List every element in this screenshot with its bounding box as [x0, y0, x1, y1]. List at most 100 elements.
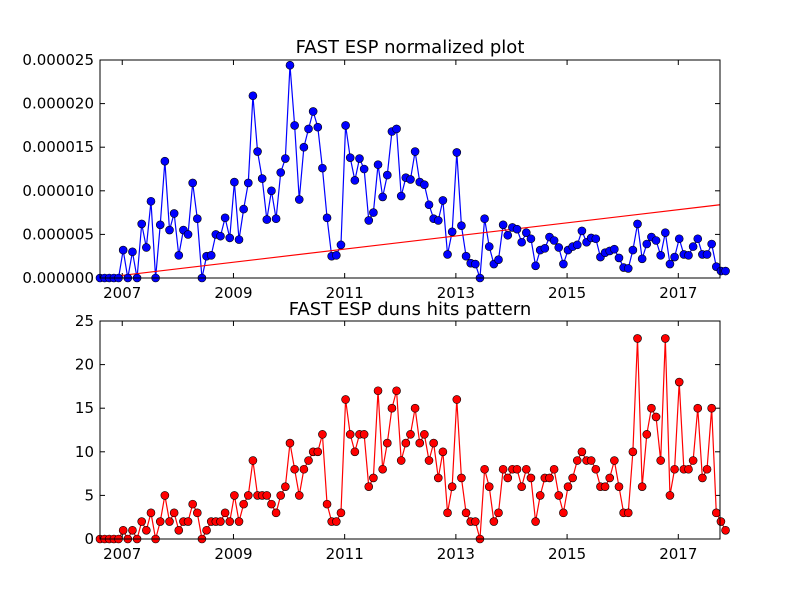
normalized-plot-data-point [484, 242, 494, 251]
duns-hits-data-point [503, 473, 513, 483]
normalized-plot-data-point [142, 243, 151, 252]
duns-hits-data-point [633, 334, 642, 343]
duns-hits-data-point [350, 447, 360, 457]
normalized-plot-data-point [549, 236, 559, 245]
normalized-plot-lines [99, 65, 726, 279]
duns-hits-ytick-label: 0 [84, 530, 94, 548]
normalized-plot-data-point [257, 174, 267, 183]
duns-hits-data-point [299, 464, 309, 474]
duns-hits-data-point [169, 508, 179, 518]
duns-hits-data-point [498, 464, 508, 474]
normalized-plot-data-point [378, 192, 387, 202]
duns-hits-data-point [461, 508, 471, 518]
duns-hits-data-point [656, 456, 665, 465]
duns-hits-data-point [373, 386, 383, 396]
normalized-plot-data-point [118, 245, 128, 255]
normalized-plot-ytick-label: 0.000000 [22, 269, 94, 287]
normalized-plot-data-point [281, 154, 290, 163]
duns-hits-data-point [230, 491, 239, 500]
duns-hits-data-point [336, 508, 346, 518]
duns-hits-ytick-label: 15 [75, 399, 94, 417]
duns-hits-data-point [610, 456, 619, 465]
duns-hits-data-point [165, 517, 174, 526]
normalized-plot-data-point [294, 195, 304, 204]
normalized-plot-data-point [243, 178, 253, 188]
normalized-plot-data-point [443, 250, 452, 259]
normalized-plot-data-point [271, 214, 281, 223]
normalized-plot-data-point [572, 240, 582, 250]
duns-hits-data-point [721, 525, 730, 535]
duns-hits-data-point [545, 473, 554, 483]
normalized-plot-data-point [373, 160, 383, 169]
normalized-plot-panel: FAST ESP normalized plot 2007 2009 2011 201… [22, 37, 730, 302]
normalized-plot-data-point [498, 220, 508, 230]
duns-hits-xtick-label: 2017 [659, 545, 697, 563]
duns-hits-data-point [665, 491, 675, 500]
normalized-plot-data-point [503, 230, 513, 240]
normalized-plot-data-point [318, 163, 327, 173]
duns-hits-data-point [433, 473, 443, 483]
normalized-plot-data-point [452, 148, 462, 157]
normalized-plot-xtick-label: 2011 [326, 284, 364, 302]
duns-hits-data-point [387, 403, 397, 413]
normalized-plot-data-point [364, 216, 374, 225]
duns-hits-data-point [322, 499, 332, 509]
duns-hits-data-point [702, 464, 712, 474]
duns-hits-lines [100, 338, 727, 541]
duns-hits-data-point [693, 403, 703, 413]
duns-hits-data-point [471, 517, 480, 526]
duns-hits-data-point [457, 473, 466, 483]
duns-hits-ticks: 2007 2009 2011 2013 2015 2017 0 5 10 15 20 25 [75, 312, 720, 563]
duns-hits-data-point [225, 517, 235, 526]
duns-hits-data-point [605, 473, 615, 483]
normalized-plot-data-point [267, 186, 276, 196]
duns-hits-data-point [568, 473, 577, 483]
duns-hits-data-point [586, 456, 596, 465]
normalized-plot-markers [95, 60, 730, 283]
duns-hits-data-point [661, 334, 670, 343]
normalized-plot-data-point [410, 147, 420, 156]
duns-hits-data-point [716, 517, 726, 526]
normalized-plot-data-point [494, 255, 503, 264]
normalized-plot-data-point [174, 251, 184, 260]
normalized-plot-data-point [146, 196, 156, 206]
duns-hits-data-point [614, 482, 624, 491]
normalized-plot-data-point [628, 245, 638, 255]
normalized-plot-data-point [216, 231, 225, 241]
duns-hits-data-point [711, 508, 721, 518]
normalized-plot-xtick-label: 2017 [659, 284, 697, 302]
duns-hits-data-point [401, 438, 411, 448]
normalized-plot-data-point [688, 242, 698, 251]
duns-hits-data-point [188, 499, 197, 509]
duns-hits-data-point [480, 464, 489, 474]
duns-hits-data-point [267, 499, 276, 509]
duns-hits-data-point [410, 403, 420, 413]
normalized-plot-data-point [661, 228, 670, 237]
normalized-plot-data-point [313, 122, 323, 132]
duns-hits-data-point [341, 395, 350, 404]
normalized-plot-data-point [345, 153, 355, 162]
duns-hits-data-point [554, 491, 564, 500]
duns-hits-frame [99, 320, 721, 540]
duns-hits-data-point [531, 517, 540, 526]
normalized-plot-data-point [656, 251, 665, 260]
normalized-plot-data-point [290, 121, 299, 130]
normalized-plot-data-point [461, 251, 471, 261]
normalized-plot-data-point [637, 254, 647, 264]
duns-hits-data-point [382, 438, 392, 448]
duns-hits-data-point [489, 517, 499, 526]
duns-hits-ytick-label: 20 [75, 356, 94, 374]
duns-hits-data-point [155, 517, 165, 526]
duns-hits-data-point [142, 525, 151, 535]
duns-hits-ytick-label: 5 [84, 486, 94, 504]
duns-hits-markers [95, 334, 730, 544]
normalized-plot-data-point [183, 230, 193, 239]
normalized-plot-data-point [702, 250, 712, 259]
normalized-plot-data-point [396, 191, 406, 201]
duns-hits-data-point [234, 517, 244, 526]
duns-hits-data-point [563, 482, 573, 491]
normalized-plot-data-point [355, 154, 364, 163]
duns-hits-data-point [642, 430, 652, 439]
duns-hits-data-point [452, 395, 462, 404]
duns-hits-data-point [220, 508, 230, 518]
